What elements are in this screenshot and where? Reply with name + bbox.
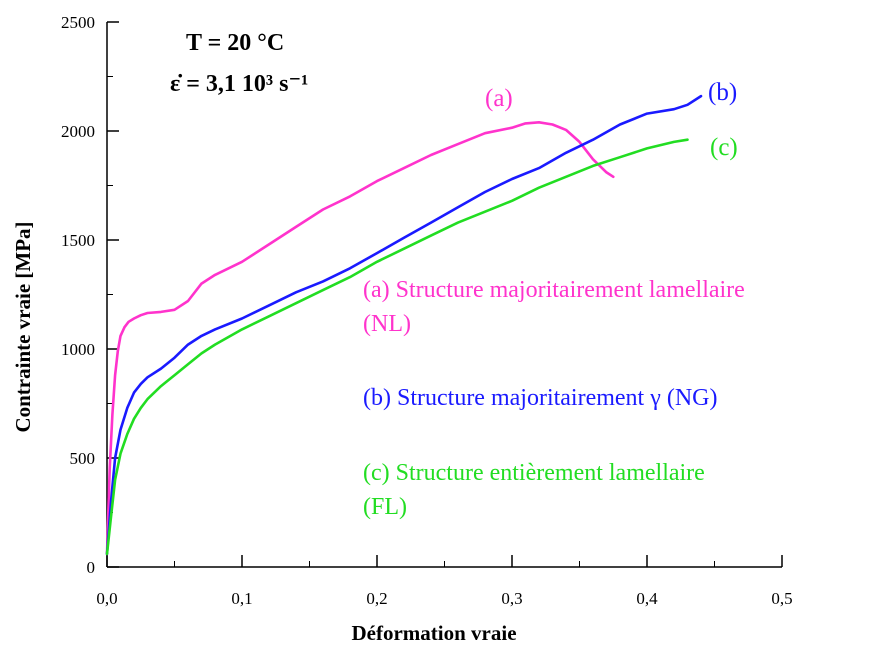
temperature-annotation: T = 20 °C: [186, 30, 284, 56]
series-line-b: [105, 94, 703, 556]
x-tick-label: 0,2: [366, 589, 387, 608]
curve-label-b: (b): [708, 79, 737, 106]
curve-labels: (a) (b) (c): [485, 79, 738, 161]
legend-entry-a: (NL): [363, 311, 411, 337]
y-tick-label: 500: [70, 449, 96, 468]
y-tick-label: 0: [87, 558, 96, 577]
legend: (a) Structure majoritairement lamellaire…: [363, 277, 745, 520]
legend-entry-c: (c) Structure entièrement lamellaire: [363, 460, 705, 486]
x-tick-label: 0,1: [231, 589, 252, 608]
series-line-c: [105, 138, 689, 556]
legend-entry-b: (b) Structure majoritairement γ (NG): [363, 385, 717, 411]
tick-marks: 0 500 1000 1500 2000 2500 0,0 0,1 0,2 0,3 0,4 0,5: [61, 13, 793, 608]
x-axis-label: Déformation vraie: [351, 621, 516, 645]
y-tick-label: 2000: [61, 122, 95, 141]
y-axis-label: Contrainte vraie [MPa]: [11, 221, 35, 432]
x-tick-label: 0,0: [96, 589, 117, 608]
y-tick-label: 1000: [61, 340, 95, 359]
y-tick-label: 1500: [61, 231, 95, 250]
series-line-a: [105, 121, 615, 556]
strain-rate-annotation: ε̇ = 3,1 10³ s⁻¹: [170, 71, 308, 97]
x-tick-label: 0,4: [636, 589, 658, 608]
curve-label-c: (c): [710, 134, 738, 161]
x-tick-label: 0,5: [771, 589, 792, 608]
legend-entry-a: (a) Structure majoritairement lamellaire: [363, 277, 745, 303]
x-tick-label: 0,3: [501, 589, 522, 608]
curve-label-a: (a): [485, 85, 513, 112]
series-layer: [105, 94, 703, 556]
legend-entry-c: (FL): [363, 494, 407, 520]
y-tick-label: 2500: [61, 13, 95, 32]
